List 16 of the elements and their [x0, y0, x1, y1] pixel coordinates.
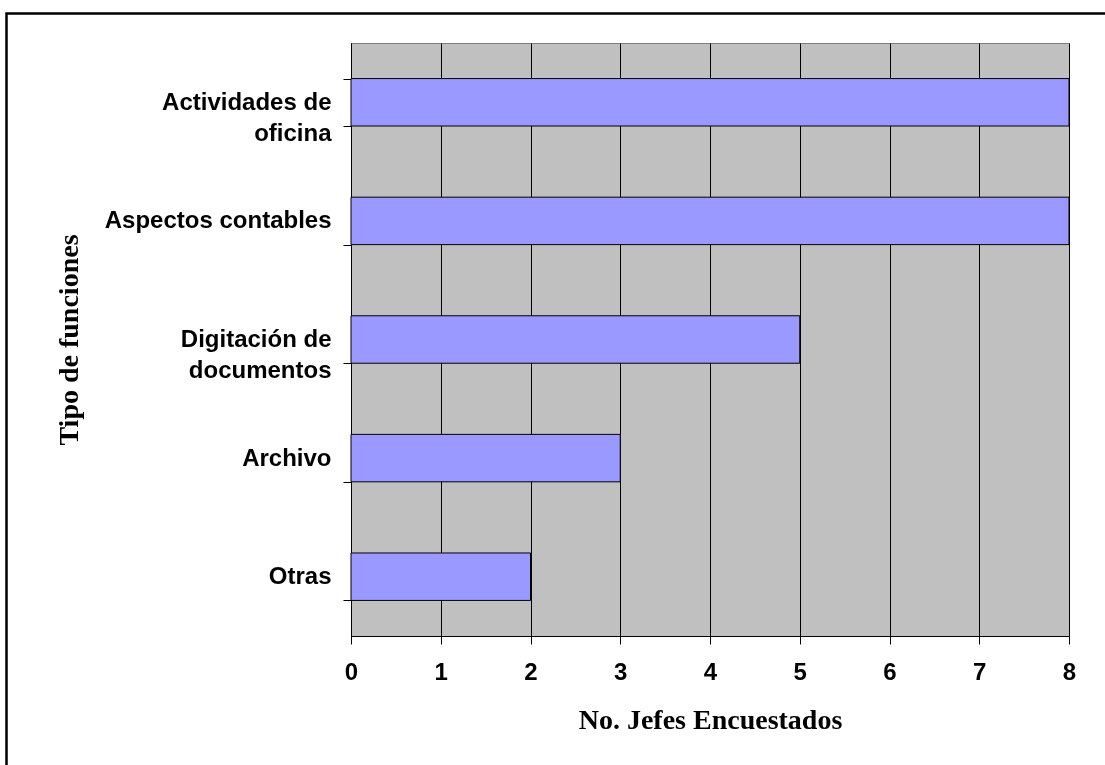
x-axis-title: No. Jefes Encuestados: [578, 703, 843, 735]
y-tick-label: Aspectos contables: [104, 206, 332, 234]
x-tick-label: 6: [883, 657, 897, 685]
x-tick-label: 2: [524, 657, 538, 685]
x-tick-label: 5: [793, 657, 807, 685]
x-tick-label: 0: [344, 657, 359, 685]
x-tick-label: 4: [703, 657, 718, 685]
x-tick-label: 3: [614, 657, 628, 685]
y-tick-label: Digitación de documentos: [180, 325, 332, 383]
x-tick-label: 7: [973, 657, 987, 685]
y-axis-title: Tipo de funciones: [52, 234, 84, 446]
y-tick-label: Archivo: [242, 443, 332, 471]
y-tick-label: Otras: [268, 562, 332, 590]
y-tick-label: Actividades de oficina: [162, 87, 333, 146]
x-tick-label: 8: [1062, 657, 1077, 685]
x-tick-label: 1: [434, 657, 448, 685]
